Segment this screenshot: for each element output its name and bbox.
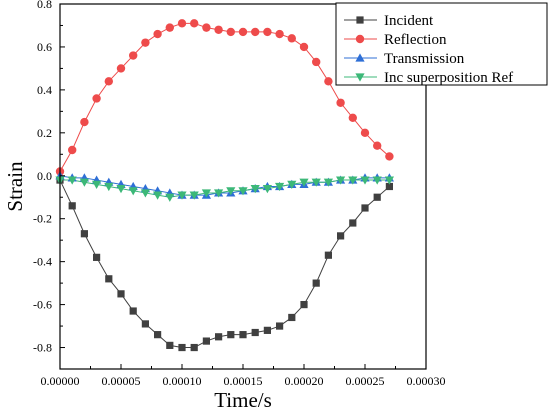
data-point-reflection bbox=[312, 58, 320, 66]
data-point-reflection bbox=[300, 43, 308, 51]
y-tick-label: -0.2 bbox=[33, 212, 52, 226]
data-point-reflection bbox=[117, 64, 125, 72]
data-point-reflection bbox=[373, 142, 381, 150]
data-point-reflection bbox=[275, 30, 283, 38]
data-point-reflection bbox=[385, 152, 393, 160]
data-point-reflection bbox=[166, 23, 174, 31]
data-point-reflection bbox=[80, 118, 88, 126]
data-point-incident bbox=[130, 307, 137, 314]
data-point-incident bbox=[349, 219, 356, 226]
legend-label-transmission: Transmission bbox=[384, 51, 465, 67]
data-point-incident bbox=[361, 204, 368, 211]
data-point-reflection bbox=[141, 38, 149, 46]
data-point-incident bbox=[166, 342, 173, 349]
data-point-incident bbox=[252, 329, 259, 336]
data-point-incident bbox=[215, 333, 222, 340]
data-point-reflection bbox=[92, 94, 100, 102]
data-point-incident bbox=[276, 322, 283, 329]
data-point-incident bbox=[288, 314, 295, 321]
x-tick-label: 0.00030 bbox=[407, 374, 446, 388]
y-tick-label: 0.0 bbox=[37, 169, 52, 183]
y-tick-label: 0.8 bbox=[37, 0, 52, 11]
data-point-reflection bbox=[129, 51, 137, 59]
data-point-reflection bbox=[336, 99, 344, 107]
data-point-incident bbox=[154, 331, 161, 338]
data-point-incident bbox=[337, 232, 344, 239]
data-point-reflection bbox=[202, 23, 210, 31]
data-point-incident bbox=[300, 301, 307, 308]
data-point-reflection bbox=[227, 28, 235, 36]
data-point-incident bbox=[264, 327, 271, 334]
legend-marker-incident bbox=[356, 16, 363, 23]
data-point-incident bbox=[93, 254, 100, 261]
data-point-reflection bbox=[153, 30, 161, 38]
data-point-reflection bbox=[239, 28, 247, 36]
data-point-incident bbox=[117, 290, 124, 297]
data-point-incident bbox=[69, 202, 76, 209]
data-point-incident bbox=[191, 344, 198, 351]
x-tick-label: 0.00005 bbox=[102, 374, 141, 388]
data-point-reflection bbox=[190, 19, 198, 27]
y-tick-label: -0.8 bbox=[33, 341, 52, 355]
data-point-reflection bbox=[349, 114, 357, 122]
y-tick-label: 0.6 bbox=[37, 40, 52, 54]
data-point-reflection bbox=[68, 146, 76, 154]
data-point-incident bbox=[227, 331, 234, 338]
series-line-incident bbox=[60, 180, 389, 347]
data-point-incident bbox=[142, 320, 149, 327]
data-point-reflection bbox=[288, 34, 296, 42]
data-point-incident bbox=[105, 275, 112, 282]
data-point-incident bbox=[313, 280, 320, 287]
data-point-reflection bbox=[324, 77, 332, 85]
data-point-reflection bbox=[361, 129, 369, 137]
data-point-reflection bbox=[178, 19, 186, 27]
y-tick-label: -0.4 bbox=[33, 255, 52, 269]
legend-label-incident: Incident bbox=[384, 13, 434, 29]
data-point-incident bbox=[325, 252, 332, 259]
legend-label-inc-superposition-ref: Inc superposition Ref bbox=[384, 70, 513, 86]
data-point-incident bbox=[239, 331, 246, 338]
x-tick-label: 0.00025 bbox=[346, 374, 385, 388]
legend-marker-reflection bbox=[356, 35, 364, 43]
data-point-incident bbox=[374, 194, 381, 201]
y-tick-label: 0.4 bbox=[37, 83, 52, 97]
x-tick-label: 0.00020 bbox=[285, 374, 324, 388]
data-point-reflection bbox=[263, 28, 271, 36]
data-point-reflection bbox=[105, 77, 113, 85]
data-point-incident bbox=[81, 230, 88, 237]
x-axis-label: Time/s bbox=[214, 388, 272, 412]
x-tick-label: 0.00000 bbox=[41, 374, 80, 388]
data-point-incident bbox=[178, 344, 185, 351]
x-tick-label: 0.00015 bbox=[224, 374, 263, 388]
data-point-reflection bbox=[214, 26, 222, 34]
data-point-reflection bbox=[251, 28, 259, 36]
data-point-inc-superposition-ref bbox=[165, 194, 174, 202]
y-tick-label: -0.6 bbox=[33, 298, 52, 312]
x-tick-label: 0.00010 bbox=[163, 374, 202, 388]
y-axis-label: Strain bbox=[3, 161, 27, 212]
data-point-incident bbox=[203, 337, 210, 344]
legend-label-reflection: Reflection bbox=[384, 32, 447, 48]
y-tick-label: 0.2 bbox=[37, 126, 52, 140]
legend: Incident Reflection Transmission Inc superp… bbox=[336, 3, 547, 86]
